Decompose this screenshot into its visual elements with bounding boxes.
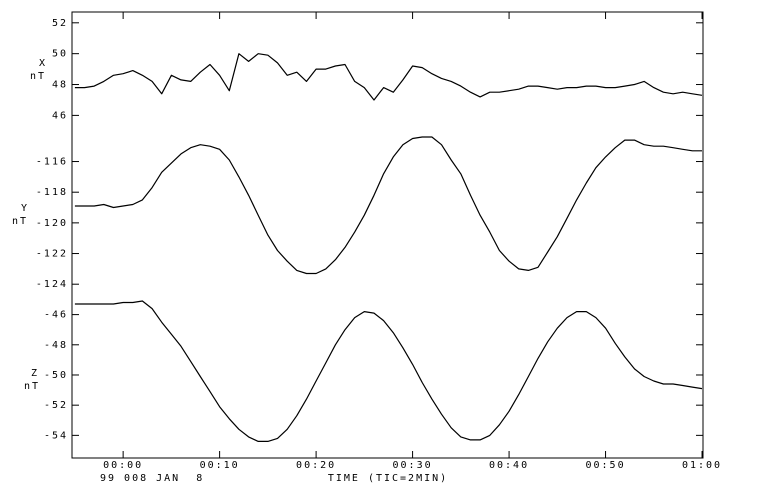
y-tick-label: -118	[36, 187, 68, 198]
y-tick-label: -120	[36, 218, 68, 229]
axis-label: X	[39, 58, 47, 69]
y-tick-label: -116	[36, 157, 68, 168]
x-tick-label: 00:00	[103, 460, 143, 471]
y-tick-label: -52	[44, 400, 68, 411]
y-tick-label: 46	[52, 110, 68, 121]
y-tick-label: -48	[44, 340, 68, 351]
y-tick-label: 52	[52, 18, 68, 29]
y-tick-label: -50	[44, 370, 68, 381]
y-tick-label: -54	[44, 430, 68, 441]
y-tick-label: -122	[36, 249, 68, 260]
trace	[74, 136, 702, 275]
x-axis-label: TIME (TIC=2MIN)	[328, 473, 448, 484]
axis-unit: nT	[30, 71, 46, 82]
trace	[74, 300, 703, 442]
x-tick-label: 00:10	[200, 460, 240, 471]
y-tick-label: 50	[52, 49, 68, 60]
x-tick-label: 00:40	[489, 460, 529, 471]
trace	[74, 53, 703, 101]
x-tick-label: 00:20	[296, 460, 336, 471]
y-tick-label: -124	[36, 279, 68, 290]
date-label: 99 008 JAN 8	[100, 473, 204, 484]
axis-label: Y	[21, 203, 29, 214]
axis-unit: nT	[12, 216, 28, 227]
x-tick-label: 00:50	[585, 460, 625, 471]
y-tick-label: 48	[52, 80, 68, 91]
axis-label: Z	[31, 368, 39, 379]
x-tick-label: 00:30	[393, 460, 433, 471]
y-tick-label: -46	[44, 310, 68, 321]
x-tick-label: 01:00	[682, 460, 722, 471]
axis-unit: nT	[24, 381, 40, 392]
plot-frame	[71, 11, 704, 459]
